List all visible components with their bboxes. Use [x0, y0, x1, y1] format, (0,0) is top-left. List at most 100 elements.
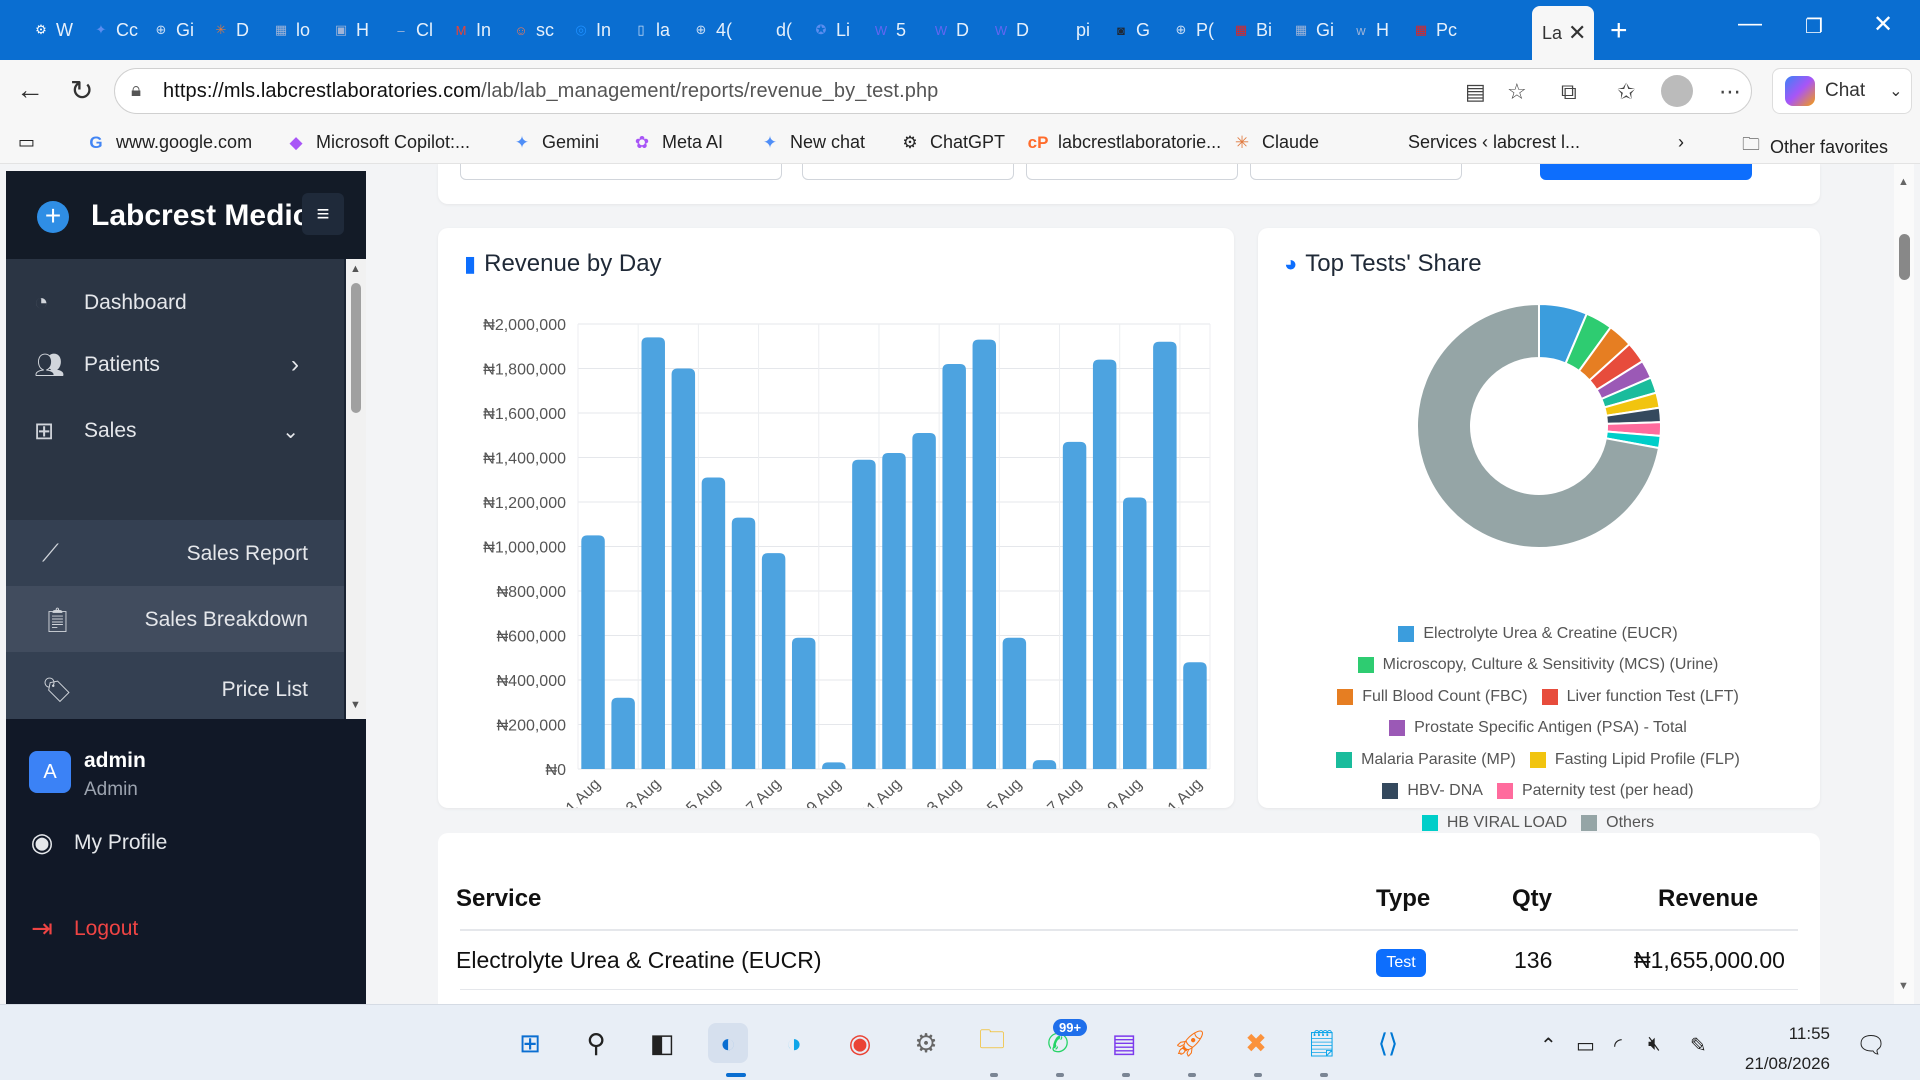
legend-item[interactable]: HB VIRAL LOAD	[1421, 814, 1567, 832]
bookmark-item[interactable]: ✳ Claude	[1232, 132, 1319, 153]
rocket-app-icon[interactable]: 🚀︎	[1173, 1027, 1207, 1058]
browser-tab[interactable]: ▯ la	[622, 8, 682, 52]
browser-tab[interactable]: • d(	[742, 8, 802, 52]
slice-others[interactable]	[1416, 302, 1661, 549]
logout-link[interactable]: ⇥ Logout	[28, 913, 138, 944]
wifi-icon[interactable]: ◜	[1614, 1035, 1622, 1057]
edge-icon[interactable]: ◐	[708, 1023, 748, 1063]
profile-icon[interactable]	[1661, 75, 1693, 107]
browser-tab[interactable]: ⊕ P(	[1162, 8, 1222, 52]
legend-item[interactable]: Fasting Lipid Profile (FLP)	[1529, 751, 1740, 769]
notepad-icon[interactable]: 🗒︎	[1305, 1027, 1339, 1058]
browser-tab[interactable]: ☺ sc	[502, 8, 562, 52]
scroll-down-icon[interactable]: ▼	[1898, 980, 1909, 992]
date-to-input[interactable]	[802, 164, 1014, 180]
legend-item[interactable]: Microscopy, Culture & Sensitivity (MCS) …	[1357, 656, 1718, 674]
edge-dev-icon[interactable]: ◑	[786, 1027, 802, 1058]
bar-14-aug[interactable]	[972, 339, 997, 769]
bar-01-aug[interactable]	[581, 535, 605, 769]
extensions-icon[interactable]: ⧉	[1561, 79, 1577, 104]
bookmark-item[interactable]: ✿ Meta AI	[632, 132, 723, 153]
xampp-icon[interactable]: ✖	[1245, 1027, 1267, 1058]
notifications-icon[interactable]: 🗨︎	[1856, 1032, 1887, 1059]
close-tab-icon[interactable]: ✕	[1568, 20, 1587, 45]
bar-05-aug[interactable]	[701, 477, 726, 769]
bar-21-aug[interactable]	[1183, 662, 1207, 769]
file-explorer-icon[interactable]: 🗀	[978, 1024, 1005, 1054]
bookmark-item[interactable]: ⚙ ChatGPT	[900, 132, 1005, 153]
bar-13-aug[interactable]	[942, 364, 966, 769]
sidebar-item-dashboard[interactable]: ◔ Dashboard	[34, 289, 187, 316]
sidebar-item-sales[interactable]: ⊞ Sales ⌄	[34, 417, 299, 445]
windows-start-icon[interactable]: ⊞	[519, 1027, 541, 1058]
restore-icon[interactable]: ❐	[1805, 16, 1823, 38]
chevron-right-icon[interactable]: ›	[1678, 132, 1684, 152]
col-qty-header[interactable]: Qty	[1512, 885, 1553, 912]
scroll-up-icon[interactable]: ▲	[350, 263, 361, 275]
task-view-icon[interactable]: ◧	[649, 1027, 675, 1058]
active-tab[interactable]: La ✕	[1532, 6, 1594, 60]
minimize-icon[interactable]: —	[1738, 10, 1762, 37]
my-profile-link[interactable]: ◉ My Profile	[28, 827, 168, 858]
sidebar-item-patients[interactable]: 👥︎ Patients ›	[34, 351, 299, 379]
favorites-icon[interactable]: ✩	[1617, 79, 1636, 104]
scroll-down-icon[interactable]: ▼	[350, 699, 361, 711]
scroll-up-icon[interactable]: ▲	[1898, 176, 1909, 188]
bar-08-aug[interactable]	[791, 637, 816, 769]
sidebar-toggle-button[interactable]: ≡	[302, 193, 344, 235]
type-select[interactable]	[1026, 164, 1238, 180]
browser-tab[interactable]: M In	[442, 8, 502, 52]
bar-17-aug[interactable]	[1062, 441, 1087, 769]
bookmark-item[interactable]: ◆ Microsoft Copilot:...	[286, 132, 470, 153]
page-scrollbar[interactable]: ▲ ▼	[1894, 164, 1914, 1004]
settings-icon[interactable]: ⚙	[914, 1027, 938, 1058]
legend-item[interactable]: Others	[1581, 814, 1654, 832]
browser-tab[interactable]: ▦ Bi	[1222, 8, 1282, 52]
avatar[interactable]: A	[29, 751, 71, 793]
bar-12-aug[interactable]	[912, 433, 936, 769]
sidebar-item-price-list[interactable]: 🏷︎ Price List	[42, 677, 308, 704]
winrar-icon[interactable]: ▤	[1111, 1027, 1137, 1058]
legend-item[interactable]: Liver function Test (LFT)	[1541, 688, 1739, 706]
scroll-thumb[interactable]	[351, 283, 361, 413]
bookmark-item[interactable]: Services ‹ labcrest l...	[1408, 132, 1580, 153]
bar-16-aug[interactable]	[1032, 760, 1057, 769]
more-menu-icon[interactable]: ⋯	[1719, 79, 1741, 104]
bar-03-aug[interactable]	[641, 337, 665, 769]
search-input[interactable]	[1250, 164, 1462, 180]
col-service-header[interactable]: Service	[456, 885, 542, 912]
copilot-chat-button[interactable]: Chat ⌄	[1772, 68, 1912, 114]
browser-tab[interactable]: ▦ lo	[262, 8, 322, 52]
browser-tab[interactable]: ✪ Li	[802, 8, 862, 52]
chrome-icon[interactable]: ◉	[848, 1027, 872, 1058]
legend-item[interactable]: HBV- DNA	[1382, 782, 1483, 800]
browser-tab[interactable]: ⊕ Gi	[142, 8, 202, 52]
new-tab-button[interactable]: +	[1610, 14, 1628, 47]
bookmark-item[interactable]: ✦ New chat	[760, 132, 865, 153]
browser-tab[interactable]: ▦ Gi	[1282, 8, 1342, 52]
other-favorites[interactable]: 🗀 Other favorites	[1742, 132, 1888, 162]
favorite-star-icon[interactable]: ☆	[1507, 79, 1527, 104]
bookmark-item[interactable]: ✦ Gemini	[512, 132, 599, 153]
url-field[interactable]: 🔒︎ https://mls.labcrestlaboratories.com/…	[114, 68, 1752, 114]
bar-07-aug[interactable]	[761, 553, 786, 769]
system-clock[interactable]: 11:55 21/08/2026	[1734, 1019, 1830, 1079]
browser-tab[interactable]: ⚙ W	[22, 8, 82, 52]
back-icon[interactable]: ←	[16, 74, 44, 105]
browser-tab[interactable]: ⊕ 4(	[682, 8, 742, 52]
sidebar-toggle-icon[interactable]: ▭	[18, 132, 36, 152]
bar-20-aug[interactable]	[1153, 341, 1177, 769]
legend-item[interactable]: Electrolyte Urea & Creatine (EUCR)	[1398, 625, 1678, 643]
reader-view-icon[interactable]: ▤	[1465, 79, 1486, 104]
battery-icon[interactable]: ▭	[1576, 1035, 1595, 1057]
sidebar-item-sales-breakdown[interactable]: 📋︎ Sales Breakdown	[6, 586, 344, 652]
browser-tab[interactable]: ▦ Pc	[1402, 8, 1462, 52]
legend-item[interactable]: Prostate Specific Antigen (PSA) - Total	[1389, 719, 1687, 737]
search-icon[interactable]: ⚲	[586, 1027, 606, 1058]
browser-tab[interactable]: – Cl	[382, 8, 442, 52]
refresh-icon[interactable]: ↻	[70, 75, 94, 106]
